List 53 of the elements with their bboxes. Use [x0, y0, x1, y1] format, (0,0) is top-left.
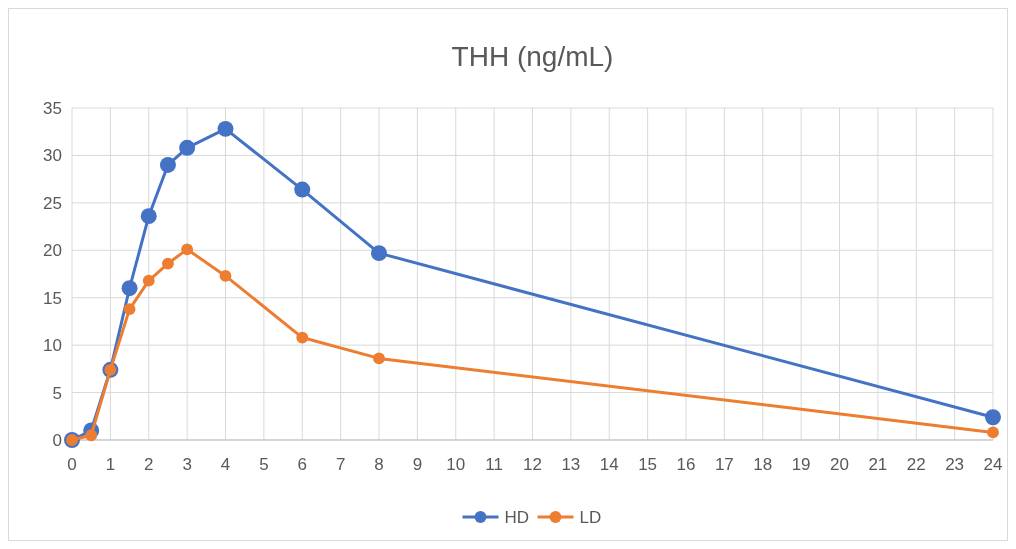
- y-tick-label: 0: [52, 430, 62, 450]
- x-tick-label: 2: [144, 455, 154, 474]
- point: [142, 274, 155, 287]
- point: [217, 120, 234, 137]
- point: [140, 208, 157, 225]
- x-tick-label: 20: [830, 455, 849, 474]
- x-tick-label: 10: [446, 455, 466, 474]
- point: [159, 156, 176, 173]
- x-tick-label: 17: [714, 455, 734, 474]
- x-tick-label: 24: [983, 455, 1003, 474]
- point: [181, 243, 194, 256]
- y-tick-label: 10: [43, 336, 62, 356]
- x-tick-label: 1: [105, 455, 116, 474]
- y-tick-label: 35: [43, 98, 62, 118]
- point: [294, 181, 311, 198]
- y-tick-label: 20: [43, 241, 62, 261]
- point: [985, 409, 1001, 426]
- y-tick-label: 30: [43, 146, 62, 166]
- x-tick-label: 6: [297, 455, 307, 474]
- x-tick-label: 11: [485, 455, 503, 474]
- point: [179, 139, 196, 156]
- x-tick-label: 14: [599, 455, 619, 474]
- x-tick-label: 4: [220, 455, 231, 474]
- point: [987, 426, 999, 439]
- legend-label: LD: [579, 507, 602, 527]
- x-tick-label: 0: [67, 455, 77, 474]
- point: [85, 429, 98, 442]
- point: [371, 245, 387, 262]
- x-tick-label: 13: [561, 455, 581, 474]
- x-tick-label: 5: [259, 455, 269, 474]
- x-tick-label: 22: [906, 455, 926, 474]
- x-tick-label: 18: [753, 455, 773, 474]
- point: [162, 257, 174, 270]
- y-tick-label: 15: [43, 288, 62, 308]
- legend-label: HD: [504, 507, 530, 527]
- point: [373, 352, 385, 365]
- point: [296, 331, 309, 344]
- y-tick-label: 5: [52, 383, 62, 403]
- point: [121, 280, 138, 297]
- x-tick-label: 23: [945, 455, 965, 474]
- x-tick-label: 12: [523, 455, 542, 474]
- x-tick-label: 19: [791, 455, 811, 474]
- y-tick-label: 25: [43, 193, 62, 213]
- chart-title: THH (ng/mL): [451, 41, 614, 72]
- x-tick-label: 21: [868, 455, 888, 474]
- x-tick-label: 16: [676, 455, 696, 474]
- point: [123, 303, 136, 315]
- x-tick-label: 9: [412, 455, 423, 474]
- x-tick-label: 8: [374, 455, 384, 474]
- x-tick-label: 3: [182, 455, 192, 474]
- point: [219, 269, 232, 282]
- x-tick-label: 15: [638, 455, 658, 474]
- x-tick-label: 7: [335, 455, 346, 474]
